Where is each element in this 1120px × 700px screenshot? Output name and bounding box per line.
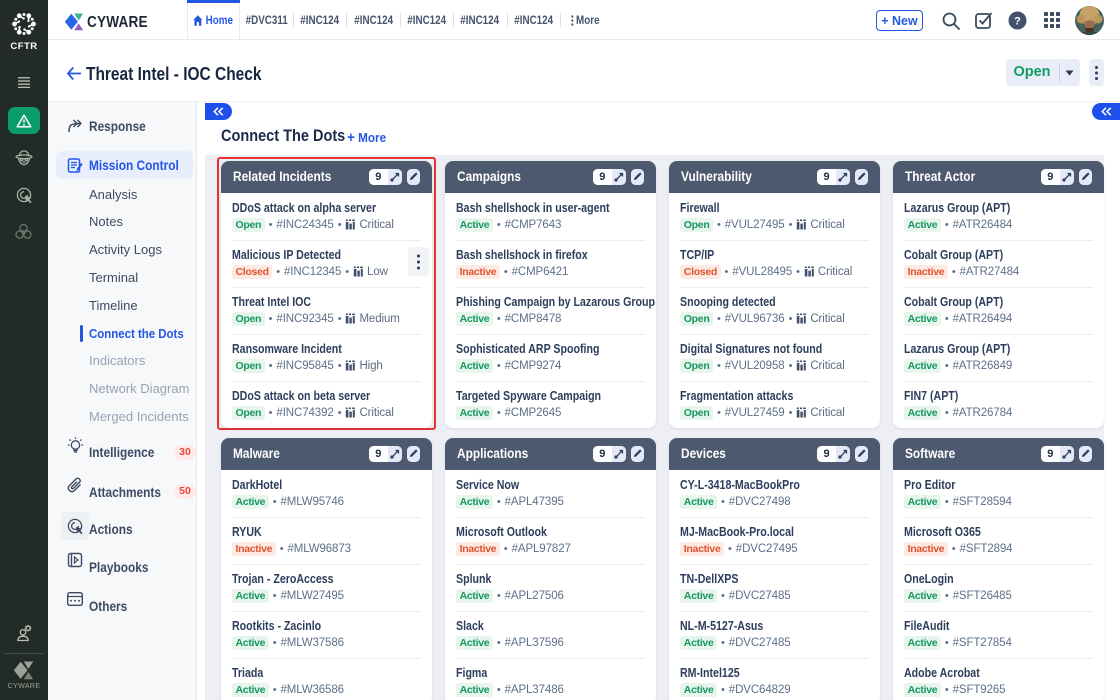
svg-text:?: ? <box>1014 16 1021 28</box>
